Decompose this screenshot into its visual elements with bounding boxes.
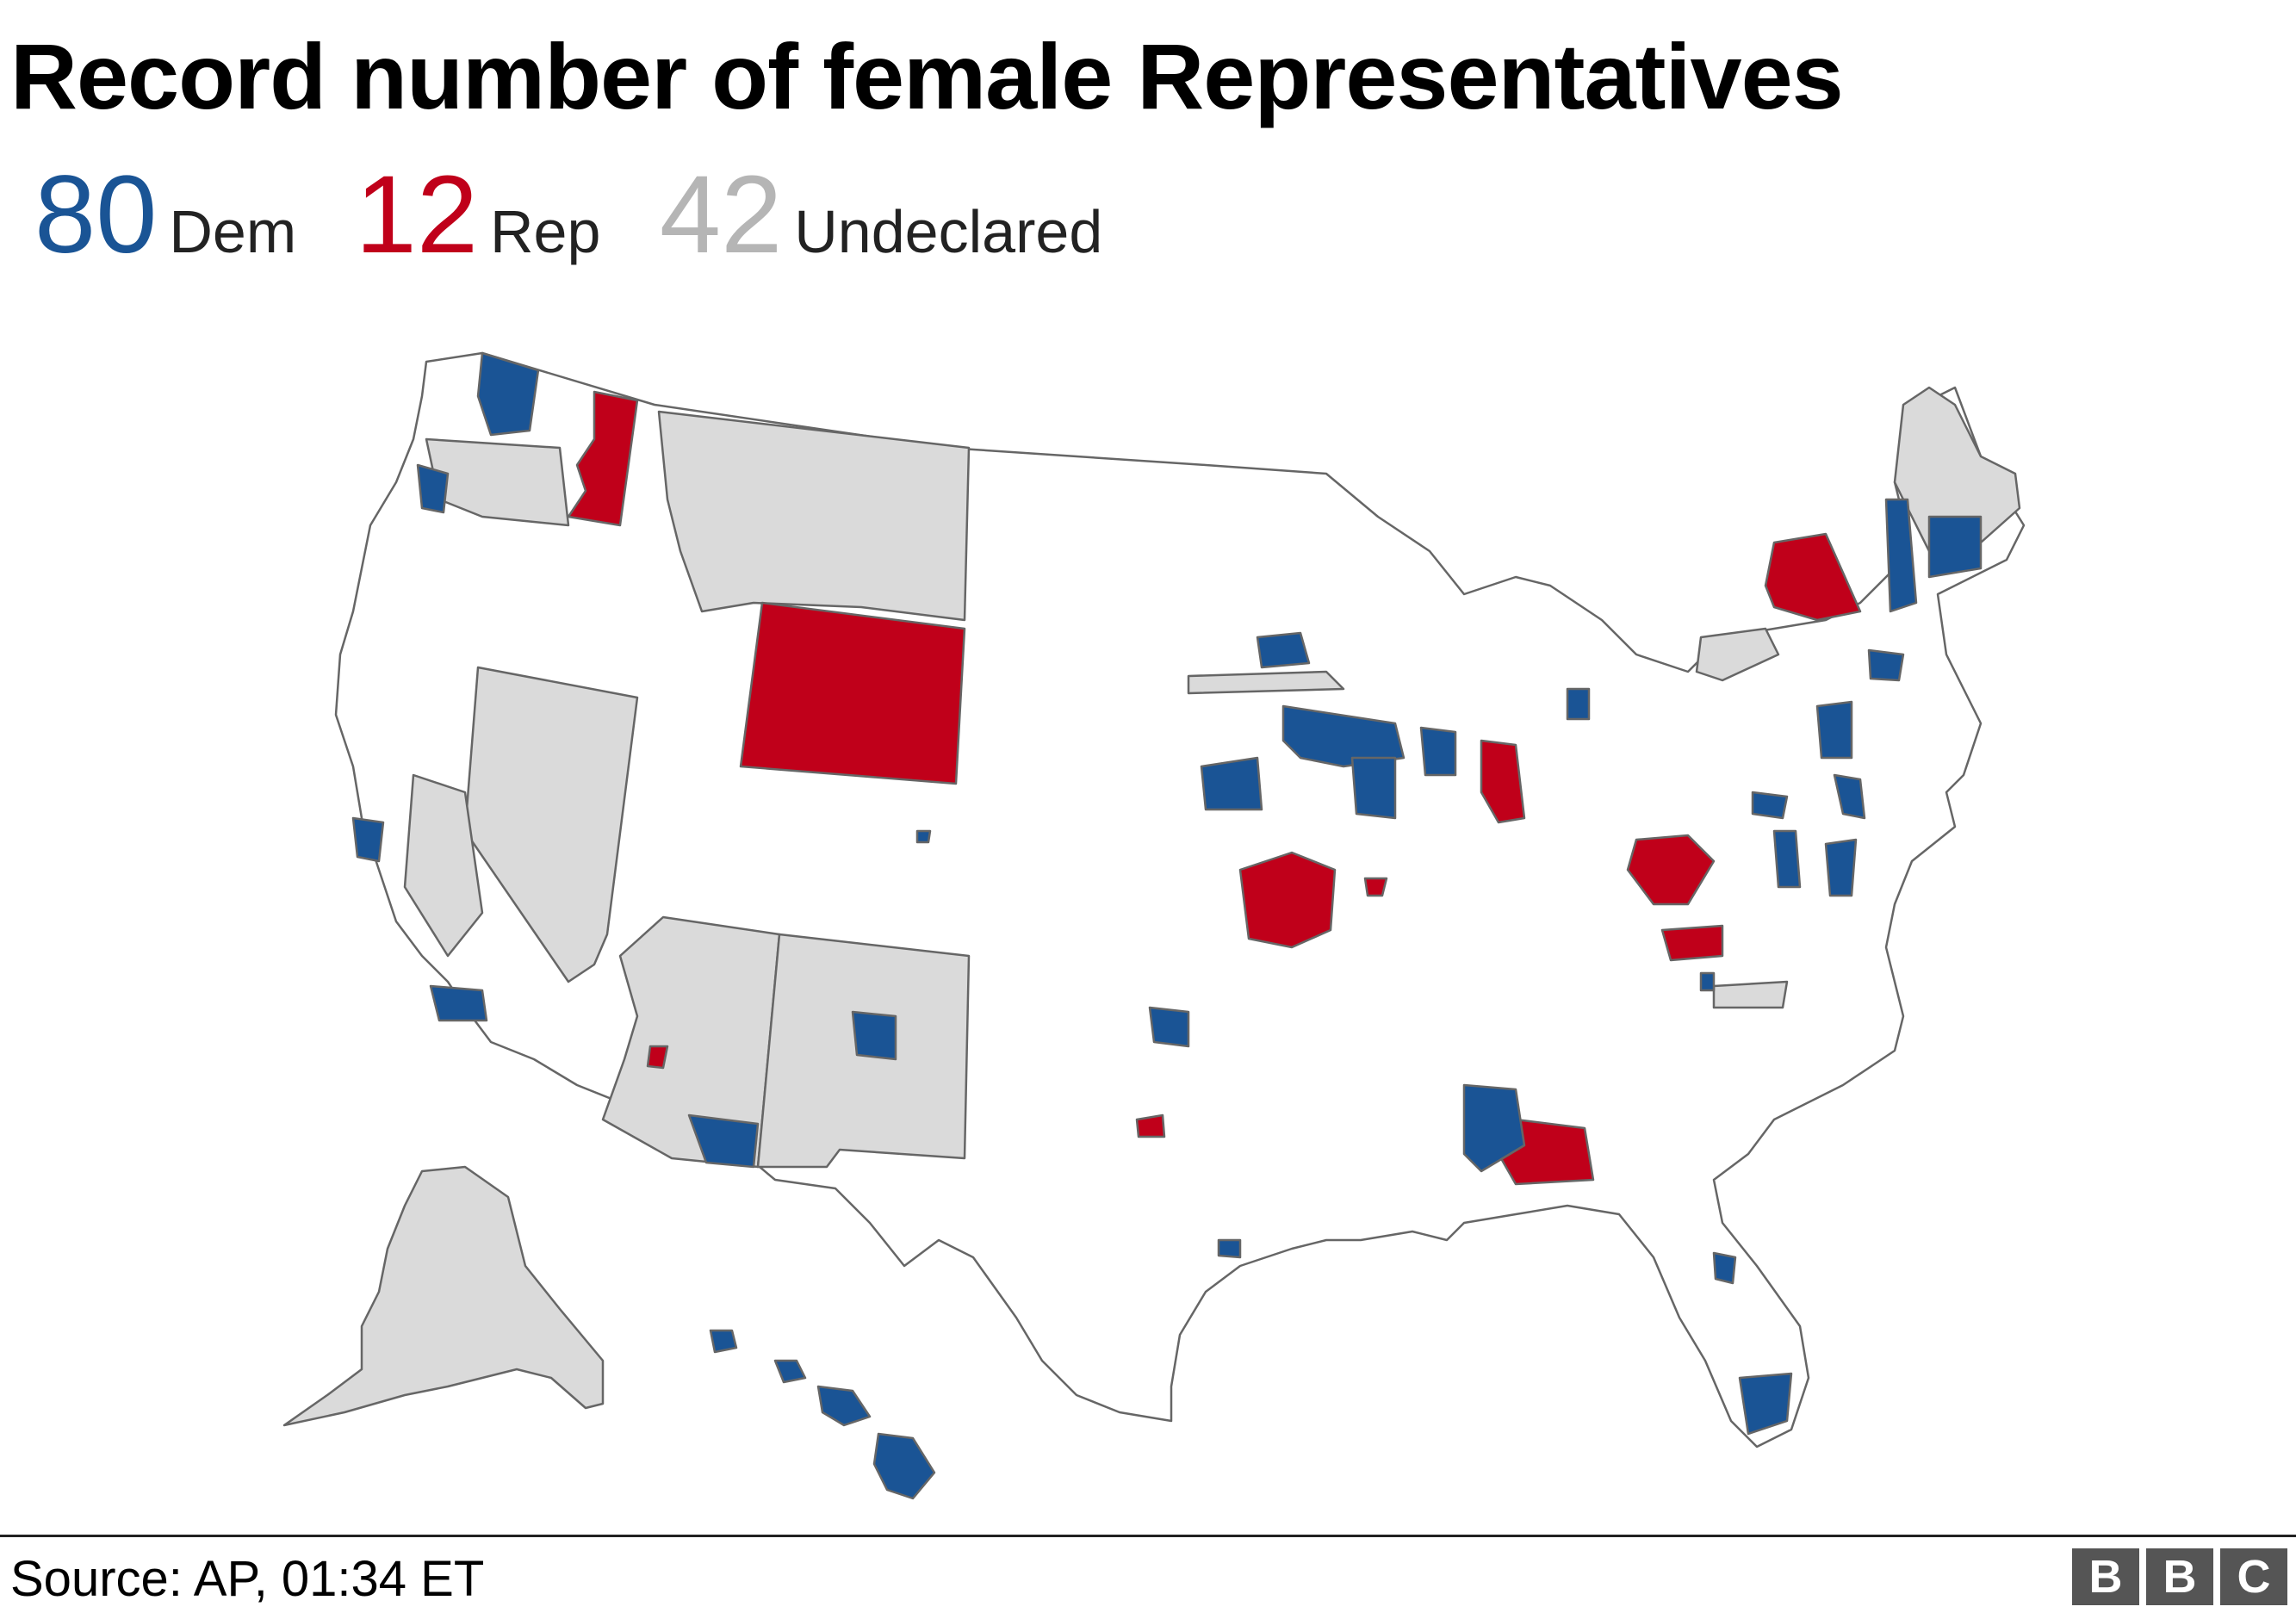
legend-value-undeclared: 42 xyxy=(659,153,783,276)
district-arizona-rep xyxy=(646,1045,669,1070)
district-hawaii-kauai xyxy=(709,1329,738,1354)
district-texas-rep xyxy=(1135,1113,1166,1138)
district-colorado-dem xyxy=(915,829,932,844)
district-new-hampshire-dem xyxy=(1884,498,1918,613)
district-hawaii-big-island xyxy=(872,1432,936,1500)
bbc-logo: B B C xyxy=(2072,1548,2287,1605)
district-kansas-dem xyxy=(1200,756,1263,811)
district-chicago-dem xyxy=(1419,726,1457,777)
district-north-carolina-dem xyxy=(1699,971,1716,992)
legend-label-undeclared: Undeclared xyxy=(794,198,1103,265)
state-alaska xyxy=(282,1165,605,1427)
district-connecticut-dem xyxy=(1867,648,1905,682)
district-florida-north-dem xyxy=(1712,1251,1737,1285)
state-california-partial xyxy=(403,773,484,958)
district-missouri-stl-rep xyxy=(1363,877,1388,897)
district-new-mexico-dem xyxy=(851,1010,897,1061)
state-north-carolina-partial xyxy=(1712,980,1789,1009)
chart-title: Record number of female Representatives xyxy=(10,24,1844,128)
district-missouri-rep xyxy=(1238,851,1337,949)
district-minnesota-dem xyxy=(1256,631,1311,669)
district-hawaii-oahu xyxy=(773,1359,807,1384)
district-new-york-rep xyxy=(1764,532,1862,622)
district-hawaii-maui xyxy=(816,1385,872,1427)
state-wyoming xyxy=(739,601,966,785)
district-nj-de-dem xyxy=(1833,773,1866,820)
source-note: Source: AP, 01:34 ET xyxy=(10,1551,485,1607)
district-los-angeles-dem xyxy=(429,984,488,1022)
state-new-york-partial xyxy=(1695,627,1780,682)
legend-item-undeclared: 42 Undeclared xyxy=(660,160,1102,270)
district-washington-dem xyxy=(476,351,540,437)
district-florida-south-dem xyxy=(1738,1372,1793,1436)
bbc-logo-letter: B xyxy=(2146,1548,2213,1605)
district-texas-houston-dem xyxy=(1217,1238,1242,1259)
district-west-virginia-rep xyxy=(1626,834,1716,906)
district-bay-area-dem xyxy=(351,816,385,863)
district-arizona-dem xyxy=(687,1113,760,1169)
legend-item-dem: 80 Dem xyxy=(34,160,296,270)
legend-value-rep: 12 xyxy=(355,153,478,276)
district-pennsylvania-dem xyxy=(1815,700,1853,760)
district-alabama-dem xyxy=(1462,1083,1526,1173)
district-maine-dem xyxy=(1927,515,1983,579)
legend-value-dem: 80 xyxy=(34,153,158,276)
state-wisconsin-partial xyxy=(1187,670,1345,695)
district-dc-dem xyxy=(1751,791,1789,820)
bbc-logo-letter: B xyxy=(2072,1548,2139,1605)
district-oregon-dem xyxy=(416,463,450,514)
state-montana xyxy=(657,410,971,622)
footer-divider xyxy=(0,1535,2296,1537)
district-idaho-rep xyxy=(567,390,639,527)
district-indiana-rep xyxy=(1480,739,1526,824)
district-illinois-dem xyxy=(1350,756,1397,820)
district-iowa-dem xyxy=(1281,704,1406,768)
bbc-logo-letter: C xyxy=(2220,1548,2287,1605)
legend-item-rep: 12 Rep xyxy=(356,160,601,270)
district-michigan-dem xyxy=(1566,687,1591,721)
legend-label-dem: Dem xyxy=(169,198,297,265)
district-virginia-dem xyxy=(1772,829,1802,889)
state-maine xyxy=(1893,386,2021,570)
district-tennessee-rep xyxy=(1660,924,1724,962)
district-virginia-coast-dem xyxy=(1824,838,1858,897)
district-oklahoma-dem xyxy=(1148,1006,1190,1048)
legend: 80 Dem 12 Rep 42 Undeclared xyxy=(34,160,1157,281)
legend-label-rep: Rep xyxy=(490,198,601,265)
